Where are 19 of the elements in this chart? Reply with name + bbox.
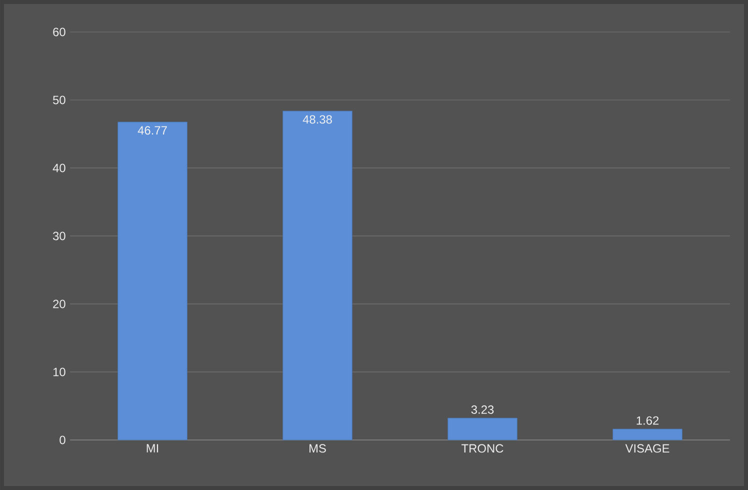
y-tick-label: 10 (53, 368, 66, 376)
x-tick-label: MI (146, 444, 158, 452)
bar (282, 110, 352, 440)
bar (118, 122, 188, 440)
y-tick-label: 30 (52, 232, 66, 240)
y-tick-label: 60 (53, 28, 66, 36)
data-label: 1.62 (636, 416, 659, 425)
x-tick-label: MS (310, 444, 326, 453)
y-tick-label: 50 (53, 96, 66, 104)
data-label: 3.23 (471, 405, 494, 414)
x-tick-label: TRONC (462, 444, 504, 453)
y-tick-label: 20 (53, 300, 66, 308)
data-label: 46.77 (138, 126, 167, 135)
y-tick-label: 40 (52, 164, 66, 172)
bar (612, 428, 682, 440)
x-tick-label: VISAGE (625, 444, 670, 453)
bar (448, 418, 518, 440)
data-label: 48.38 (302, 115, 332, 124)
y-tick-label: 0 (60, 436, 66, 444)
